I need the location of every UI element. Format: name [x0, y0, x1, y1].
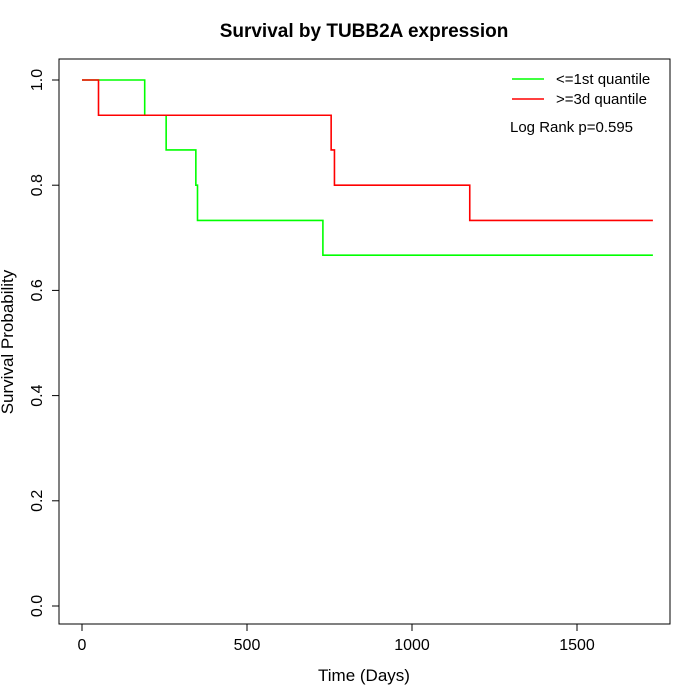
x-axis-label: Time (Days): [318, 666, 410, 685]
y-tick-label: 0.8: [29, 174, 46, 196]
chart-title: Survival by TUBB2A expression: [220, 21, 509, 42]
y-tick-label: 0.4: [29, 384, 46, 406]
x-tick-label: 500: [234, 637, 261, 654]
y-tick-label: 1.0: [29, 69, 46, 91]
legend-label-1: <=1st quantile: [556, 71, 650, 88]
x-axis: 0 500 1000 1500: [78, 623, 595, 654]
survival-curves: [82, 79, 653, 256]
legend-label-2: >=3d quantile: [556, 91, 647, 108]
y-tick-label: 0.6: [29, 279, 46, 301]
y-axis: 0.0 0.2 0.4 0.6 0.8 1.0: [29, 69, 60, 617]
x-tick-label: 0: [78, 637, 87, 654]
legend: <=1st quantile >=3d quantile: [512, 71, 650, 108]
series-line-1: [82, 79, 653, 256]
y-axis-label: Survival Probability: [0, 269, 17, 414]
series-line-2: [82, 79, 653, 222]
y-tick-label: 0.2: [29, 490, 46, 512]
x-tick-label: 1000: [394, 637, 430, 654]
log-rank-annotation: Log Rank p=0.595: [510, 119, 633, 136]
plot-frame: [58, 58, 671, 625]
x-tick-label: 1500: [559, 637, 595, 654]
y-tick-label: 0.0: [29, 595, 46, 617]
